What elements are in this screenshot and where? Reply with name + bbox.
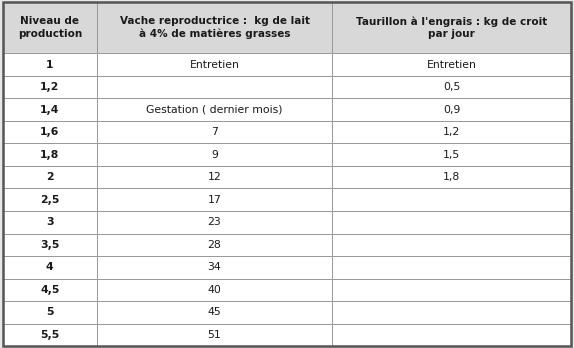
Bar [332,2,571,53]
Bar [96,279,332,301]
Bar [96,211,332,234]
Text: Taurillon à l'engrais : kg de croit
par jour: Taurillon à l'engrais : kg de croit par … [356,16,548,39]
Bar [3,98,96,121]
Text: 51: 51 [208,330,222,340]
Text: Entretien: Entretien [427,60,477,70]
Bar [3,211,96,234]
Bar [332,234,571,256]
Text: 28: 28 [208,240,222,250]
Bar [96,166,332,189]
Text: 5,5: 5,5 [40,330,59,340]
Text: 45: 45 [208,307,222,317]
Bar [96,301,332,324]
Bar [332,279,571,301]
Bar [332,189,571,211]
Text: Gestation ( dernier mois): Gestation ( dernier mois) [146,105,283,114]
Text: 3: 3 [46,217,53,227]
Text: 17: 17 [208,195,222,205]
Bar [96,256,332,279]
Bar [332,256,571,279]
Bar [332,301,571,324]
Text: 4: 4 [46,262,53,272]
Text: 1,5: 1,5 [443,150,460,160]
Bar [96,2,332,53]
Bar [3,53,96,76]
Bar [3,2,96,53]
Bar [332,76,571,98]
Bar [3,234,96,256]
Text: 0,9: 0,9 [443,105,460,114]
Bar [3,143,96,166]
Bar [96,53,332,76]
Text: 2: 2 [46,172,53,182]
Text: 1: 1 [46,60,53,70]
Text: 23: 23 [208,217,222,227]
Bar [332,211,571,234]
Text: 1,8: 1,8 [40,150,59,160]
Bar [96,76,332,98]
Bar [3,324,96,346]
Text: 2,5: 2,5 [40,195,60,205]
Text: Niveau de
production: Niveau de production [18,16,82,39]
Bar [96,121,332,143]
Bar [3,279,96,301]
Text: 40: 40 [208,285,222,295]
Bar [332,166,571,189]
Text: 0,5: 0,5 [443,82,460,92]
Bar [96,234,332,256]
Bar [332,143,571,166]
Text: 1,8: 1,8 [443,172,460,182]
Bar [96,143,332,166]
Text: Vache reproductrice :  kg de lait
à 4% de matières grasses: Vache reproductrice : kg de lait à 4% de… [119,16,309,39]
Bar [96,98,332,121]
Text: 1,2: 1,2 [443,127,460,137]
Bar [3,301,96,324]
Bar [3,121,96,143]
Text: 12: 12 [208,172,222,182]
Text: 34: 34 [208,262,222,272]
Text: 3,5: 3,5 [40,240,60,250]
Text: 1,2: 1,2 [40,82,60,92]
Bar [3,166,96,189]
Text: 4,5: 4,5 [40,285,60,295]
Bar [96,324,332,346]
Bar [332,98,571,121]
Bar [3,189,96,211]
Bar [332,324,571,346]
Text: 5: 5 [46,307,53,317]
Text: Entretien: Entretien [189,60,239,70]
Bar [3,256,96,279]
Text: 9: 9 [211,150,218,160]
Text: 7: 7 [211,127,218,137]
Bar [332,53,571,76]
Text: 1,4: 1,4 [40,105,60,114]
Bar [96,189,332,211]
Bar [332,121,571,143]
Text: 1,6: 1,6 [40,127,60,137]
Bar [3,76,96,98]
